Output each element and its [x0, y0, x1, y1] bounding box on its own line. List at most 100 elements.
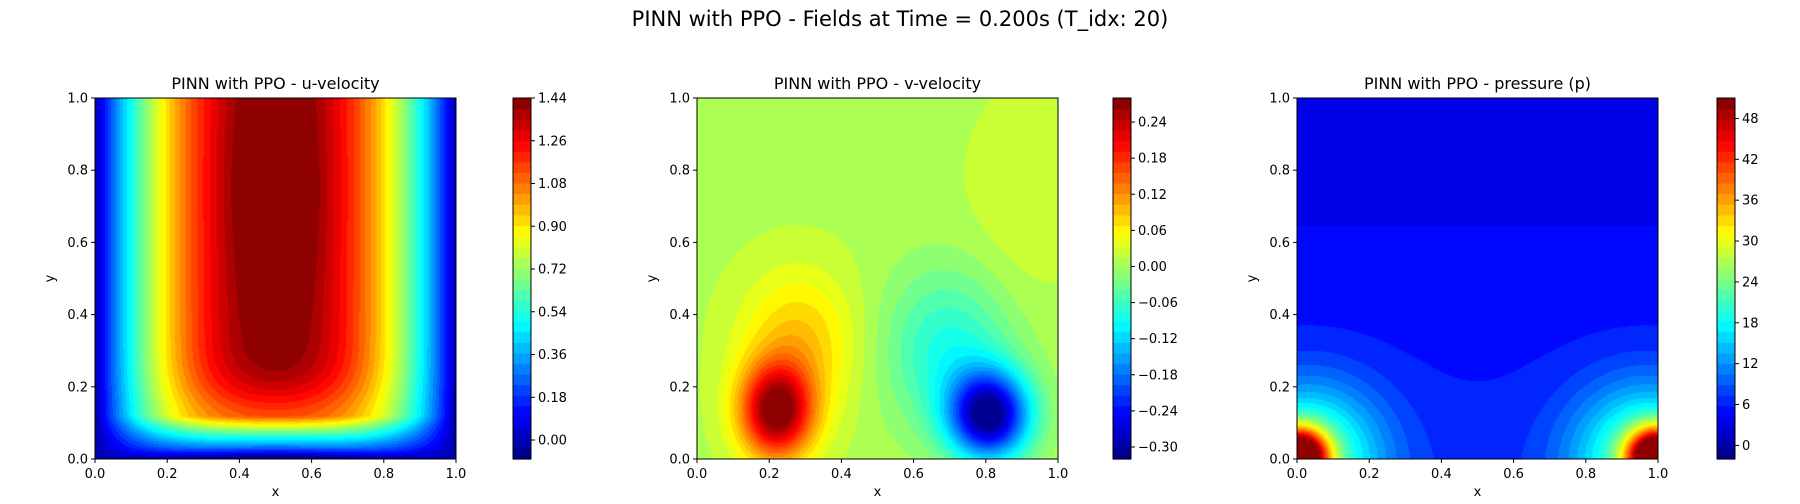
- heatmap-p: [1297, 98, 1658, 459]
- y-tick-label: 0.2: [67, 380, 88, 395]
- heatmap-v: [697, 98, 1058, 459]
- colorbar-band: [513, 214, 531, 227]
- colorbar-p: 0 6 12 18 24 30 36 42 48: [1716, 97, 1759, 460]
- colorbar-band: [1113, 416, 1131, 428]
- x-tick-label: 0.8: [1575, 467, 1596, 482]
- colorbar-tick-label: 24: [1742, 275, 1759, 290]
- colorbar-band: [1717, 437, 1735, 449]
- colorbar-band: [1717, 395, 1735, 407]
- colorbar-band: [513, 289, 531, 301]
- x-tick-label: 0.0: [687, 467, 708, 482]
- x-tick-label: 0.4: [229, 467, 250, 482]
- colorbar-band: [513, 384, 531, 396]
- y-tick-label: 0.6: [669, 236, 690, 251]
- y-tick-label: 1.0: [1269, 92, 1290, 107]
- colorbar-band: [1113, 331, 1131, 343]
- y-tick-label: 0.0: [67, 453, 88, 468]
- colorbar-band: [1717, 416, 1735, 428]
- heatmap-u: [95, 98, 456, 459]
- y-axis-label: y: [1245, 274, 1260, 282]
- colorbar-band: [1717, 236, 1735, 248]
- colorbar-tick-label: 0.12: [1138, 188, 1167, 203]
- x-tick-label: 0.6: [301, 467, 322, 482]
- colorbar-tick-label: 0.00: [1138, 260, 1167, 275]
- x-tick-label: 0.6: [903, 467, 924, 482]
- colorbar-frame: [1112, 97, 1132, 460]
- panel-p: PINN with PPO - pressure (p) 0.0 0.2 0.4 0.6…: [1245, 74, 1759, 500]
- y-tick-label: 0.2: [669, 380, 690, 395]
- colorbar-tick-label: 0.18: [538, 391, 567, 406]
- y-tick-label: 0.4: [1269, 308, 1290, 323]
- colorbar-tick-label: 42: [1742, 153, 1759, 168]
- y-axis-label: y: [43, 274, 58, 282]
- x-tick-label: 1.0: [1648, 467, 1669, 482]
- colorbar-band: [1113, 108, 1131, 120]
- y-tick-label: 0.2: [1269, 380, 1290, 395]
- colorbar-band: [513, 437, 531, 449]
- axes-frame: [696, 97, 1059, 460]
- colorbar-band: [1113, 395, 1131, 407]
- colorbar-tick-label: 1.44: [538, 92, 567, 107]
- y-tick-label: 0.4: [67, 308, 88, 323]
- colorbar-band: [1113, 129, 1131, 142]
- colorbar-band: [513, 352, 531, 365]
- colorbar-band: [1113, 352, 1131, 365]
- colorbar-band: [513, 267, 531, 280]
- x-axis-label: x: [1474, 485, 1482, 500]
- colorbar-tick-label: 0.90: [538, 220, 567, 235]
- colorbar-tick-label: 36: [1742, 194, 1759, 209]
- colorbar-band: [513, 98, 531, 110]
- colorbar-band: [513, 331, 531, 343]
- x-tick-label: 0.2: [1359, 467, 1380, 482]
- y-tick-label: 0.0: [1269, 453, 1290, 468]
- colorbar-band: [1717, 193, 1735, 205]
- colorbar-band: [1113, 119, 1131, 131]
- colorbar-band: [513, 182, 531, 195]
- figure-suptitle: PINN with PPO - Fields at Time = 0.200s …: [632, 7, 1169, 32]
- y-tick-label: 1.0: [67, 92, 88, 107]
- colorbar-band: [1717, 98, 1735, 110]
- colorbar-band: [1717, 299, 1735, 311]
- colorbar-band: [1113, 437, 1131, 449]
- colorbar-tick-label: 0.72: [538, 263, 567, 278]
- colorbar-v: −0.30 −0.24 −0.18 −0.12 −0.06 0.00 0.06 0.12 0.1…: [1112, 97, 1178, 460]
- colorbar-band: [1717, 204, 1735, 216]
- colorbar-band: [1113, 161, 1131, 173]
- colorbar-tick-label: 12: [1742, 357, 1759, 372]
- colorbar-band: [1717, 405, 1735, 418]
- colorbar-band: [1717, 384, 1735, 396]
- colorbar-band: [1113, 267, 1131, 280]
- colorbar-band: [1717, 352, 1735, 365]
- y-tick-label: 0.8: [67, 164, 88, 179]
- x-axis-label: x: [272, 485, 280, 500]
- colorbar-tick-label: 6: [1742, 398, 1750, 413]
- x-tick-label: 1.0: [446, 467, 467, 482]
- axes-frame: [94, 97, 457, 460]
- colorbar-band: [1717, 182, 1735, 195]
- colorbar-band: [513, 140, 531, 152]
- colorbar-tick-label: 0.06: [1138, 224, 1167, 239]
- colorbar-band: [1113, 405, 1131, 418]
- y-tick-label: 0.8: [1269, 164, 1290, 179]
- colorbar-band: [1113, 299, 1131, 311]
- colorbar-band: [1717, 108, 1735, 120]
- colorbar-band: [513, 119, 531, 131]
- colorbar-band: [513, 299, 531, 311]
- colorbar-frame: [512, 97, 532, 460]
- colorbar-band: [513, 416, 531, 428]
- colorbar-band: [1717, 342, 1735, 354]
- colorbar-band: [1717, 331, 1735, 343]
- colorbar-band: [1717, 225, 1735, 237]
- colorbar-band: [513, 405, 531, 418]
- colorbar-band: [1717, 289, 1735, 301]
- colorbar-band: [1113, 342, 1131, 354]
- panel-title: PINN with PPO - pressure (p): [1364, 74, 1591, 93]
- colorbar-band: [1113, 182, 1131, 195]
- y-tick-label: 0.8: [669, 164, 690, 179]
- colorbar-band: [1113, 320, 1131, 333]
- y-tick-label: 0.4: [669, 308, 690, 323]
- colorbar-band: [1113, 140, 1131, 152]
- colorbar-tick-label: 0.00: [538, 434, 567, 449]
- colorbar-band: [1113, 363, 1131, 375]
